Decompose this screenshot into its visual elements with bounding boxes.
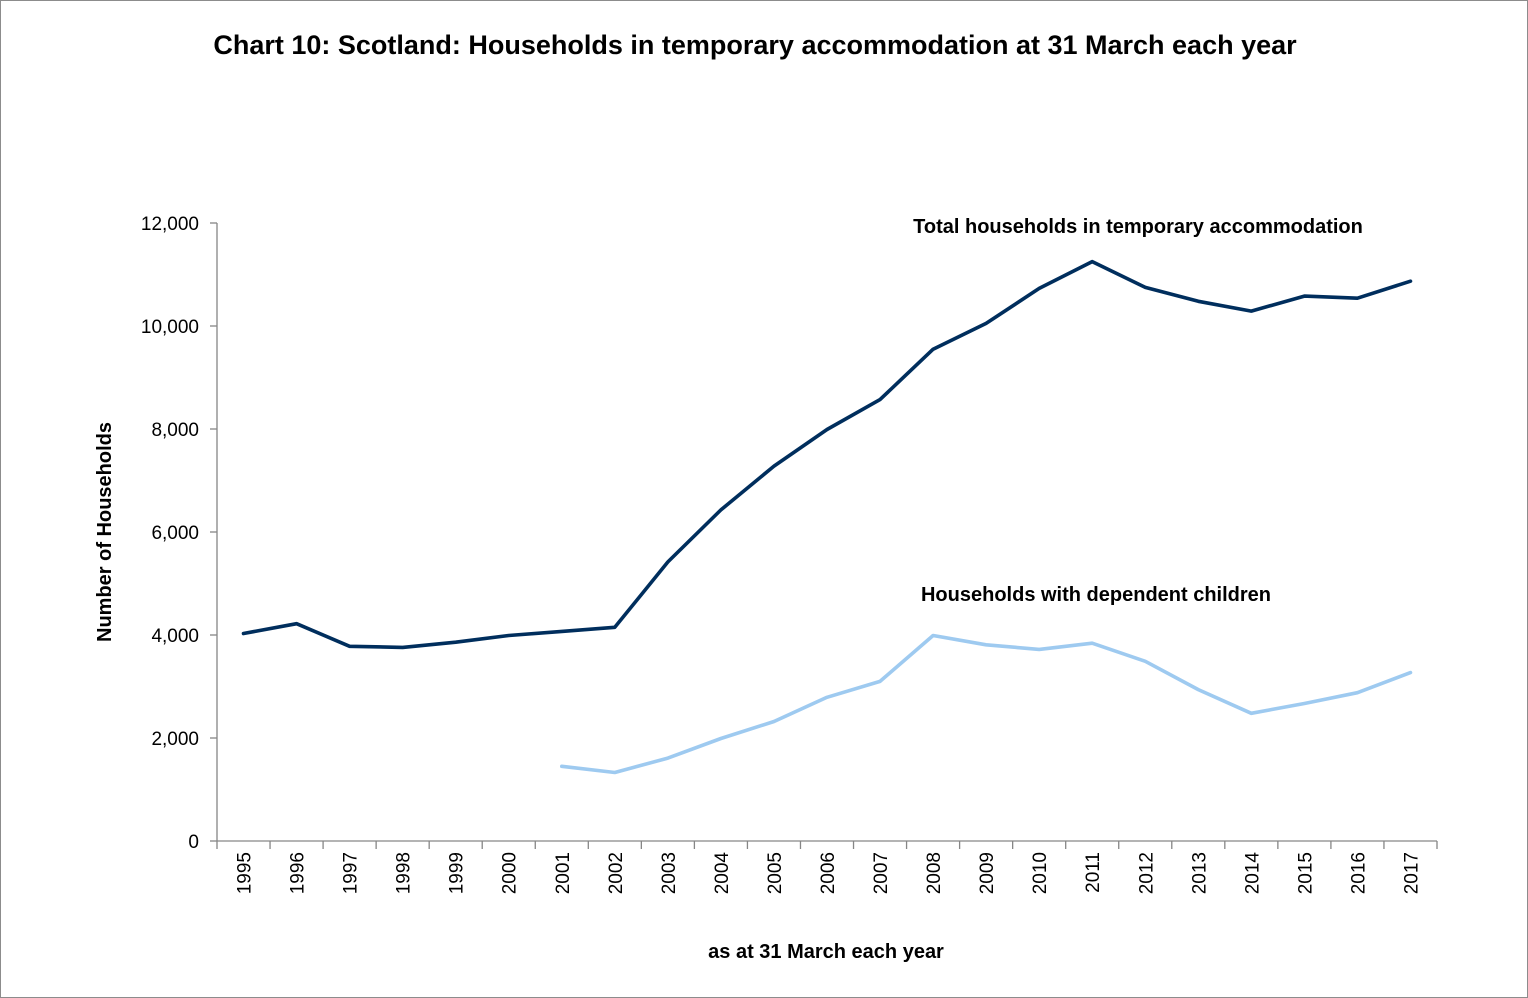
x-tick-label: 2010: [1030, 852, 1051, 894]
y-tick-label: 0: [188, 832, 199, 853]
y-tick-label: 10,000: [141, 317, 199, 338]
y-axis: 0 2,000 4,000 6,000 8,000 10,000 12,000: [141, 214, 218, 853]
x-tick-label: 1998: [394, 852, 415, 894]
x-tick-label: 2005: [765, 852, 786, 894]
series-label-children: Households with dependent children: [921, 584, 1271, 606]
x-tick-label: 2000: [500, 852, 521, 894]
x-tick-label: 2004: [712, 852, 733, 895]
x-tick-label: 1997: [341, 852, 362, 894]
x-tick-label: 2011: [1083, 852, 1104, 893]
x-tick-label: 2007: [871, 852, 892, 894]
x-tick-label: 2003: [659, 852, 680, 894]
y-tick-label: 4,000: [151, 626, 199, 647]
x-tick-label: 2016: [1348, 852, 1369, 894]
x-tick-label: 2012: [1136, 852, 1157, 894]
x-tick-label: 2013: [1189, 852, 1210, 894]
y-tick-label: 12,000: [141, 214, 199, 235]
x-tick-label: 2006: [818, 852, 839, 894]
series-layer: [241, 259, 1413, 775]
series-line-total: [241, 259, 1413, 650]
x-axis-title: as at 31 March each year: [708, 941, 944, 963]
x-tick-label: 1999: [447, 852, 468, 894]
series-label-total: Total households in temporary accommodat…: [913, 216, 1363, 238]
x-tick-label: 2014: [1242, 852, 1263, 895]
y-tick-label: 2,000: [151, 729, 199, 750]
x-tick-label: 1996: [288, 852, 309, 894]
x-tick-label: 2008: [924, 852, 945, 894]
x-tick-label: 2015: [1295, 852, 1316, 894]
chart-title: Chart 10: Scotland: Households in tempor…: [213, 30, 1297, 60]
x-tick-label: 2009: [977, 852, 998, 894]
x-axis: 1995 1996 1997 1998 1999 2000 2001 2002 2003 2004…: [216, 840, 1438, 895]
x-tick-label: 2017: [1401, 852, 1422, 894]
x-tick-label: 2002: [606, 852, 627, 894]
x-tick-label: 1995: [235, 852, 256, 894]
y-tick-label: 6,000: [151, 523, 199, 544]
y-axis-title: Number of Households: [94, 422, 116, 642]
y-tick-label: 8,000: [151, 420, 199, 441]
series-line-children: [560, 633, 1413, 775]
x-tick-label: 2001: [553, 852, 574, 894]
